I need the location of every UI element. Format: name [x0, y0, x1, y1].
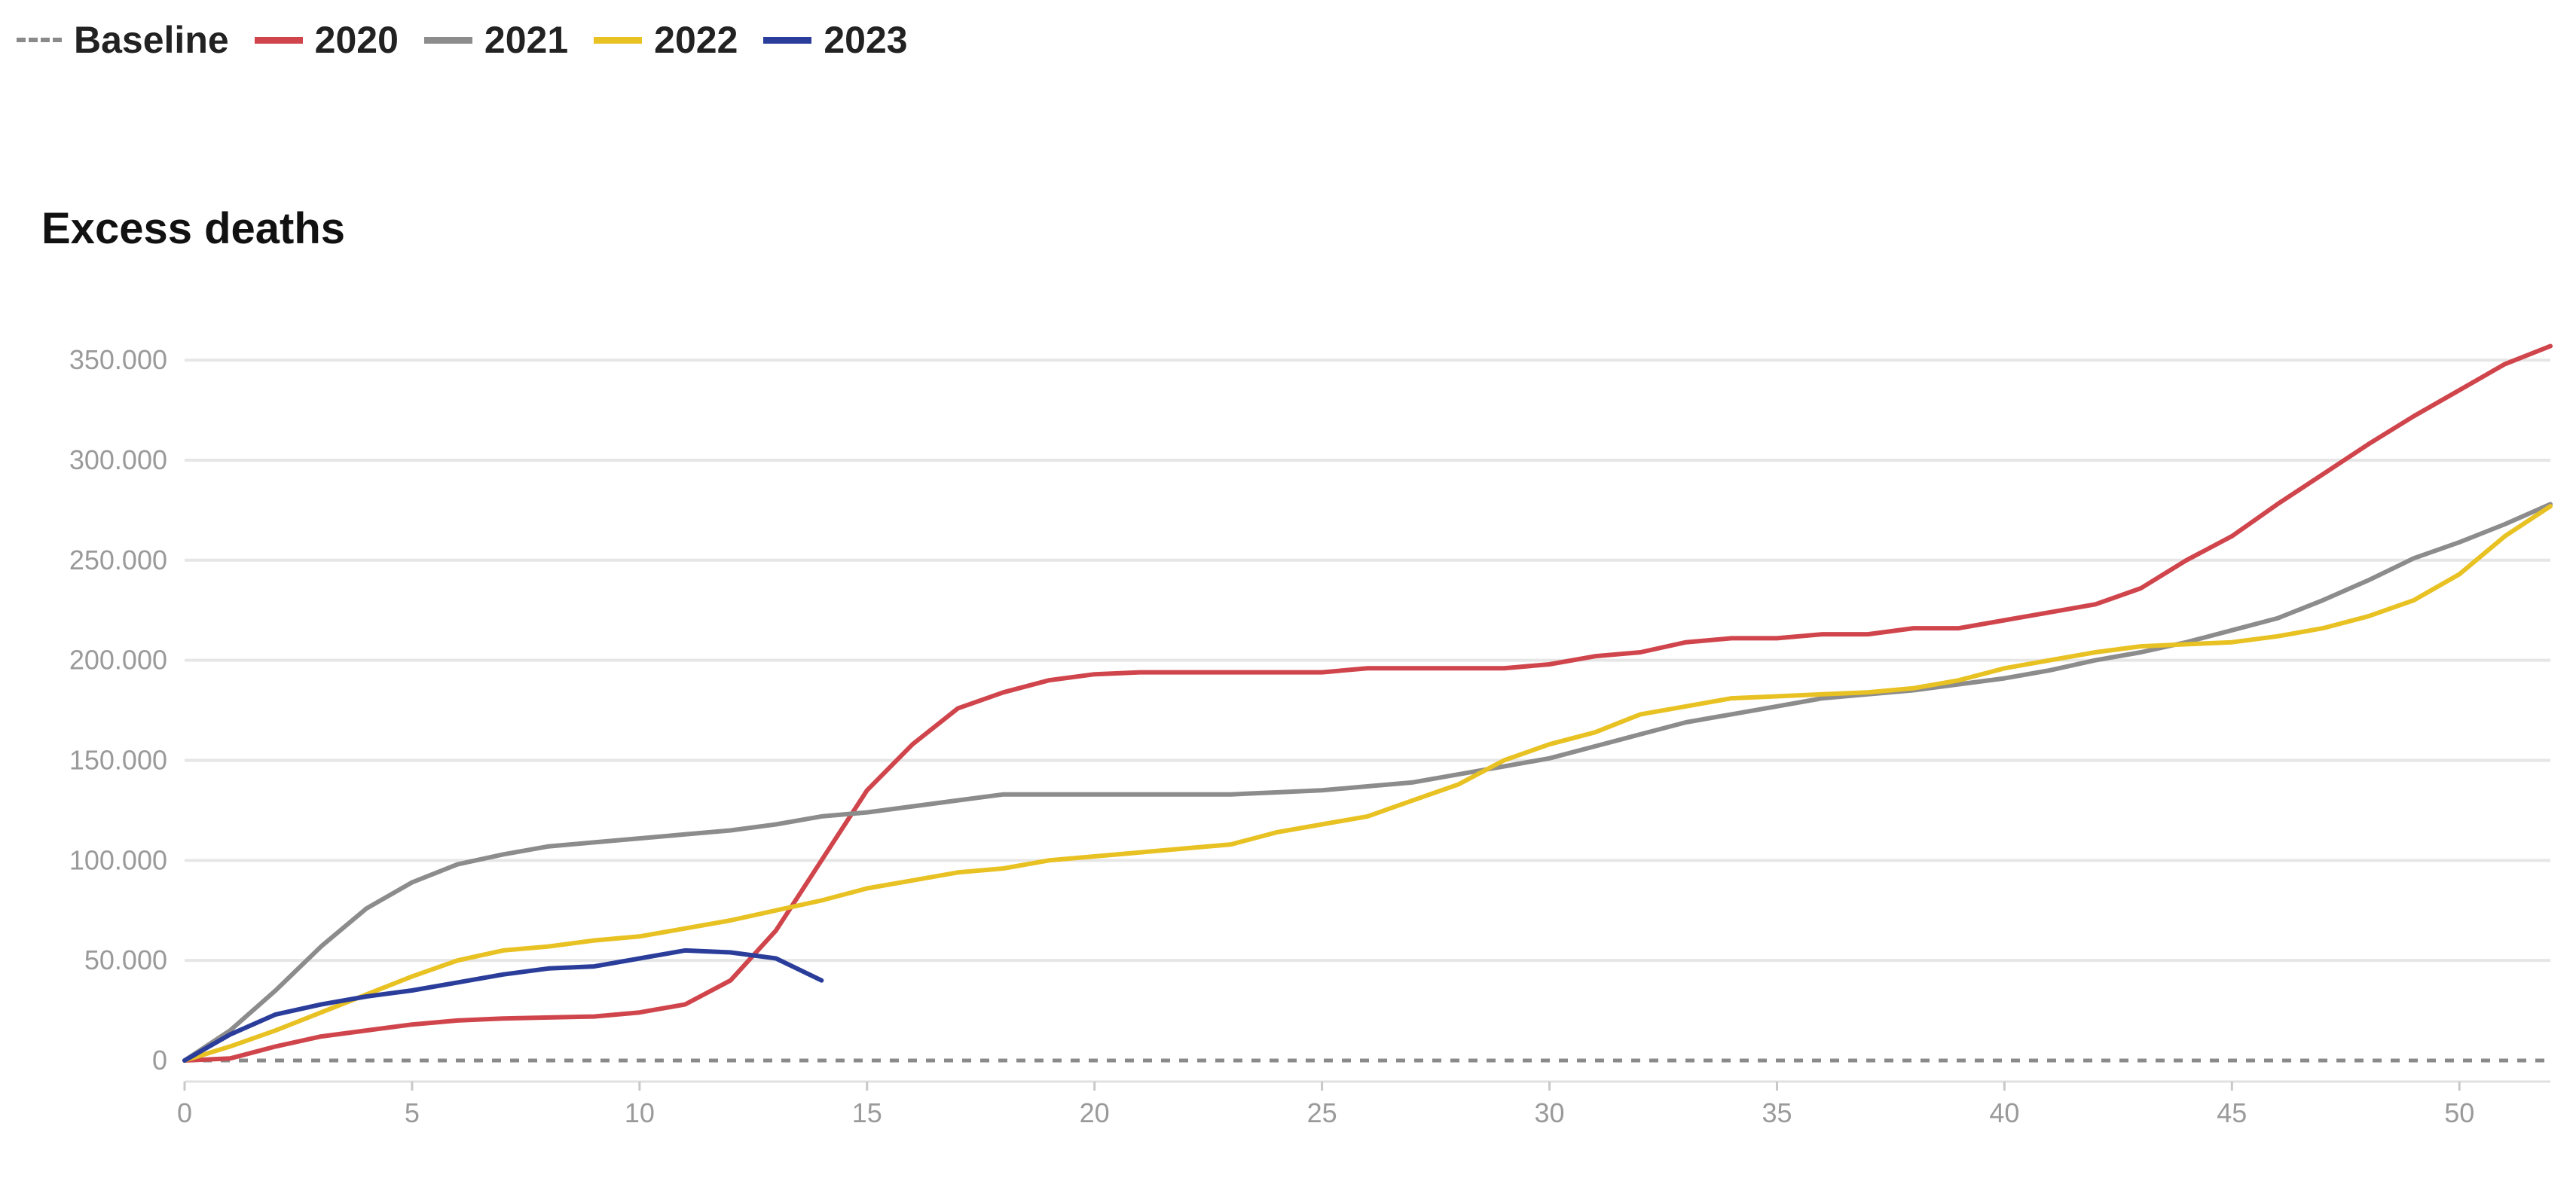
x-tick-label: 50 — [2444, 1097, 2474, 1128]
x-tick-label: 20 — [1080, 1097, 1110, 1128]
legend-item-2020[interactable]: 2020 — [254, 18, 399, 62]
series-line-2022 — [182, 504, 2553, 1063]
chart-legend: Baseline 2020 2021 2022 2023 — [17, 14, 908, 66]
x-tick-label: 40 — [1989, 1097, 2019, 1128]
legend-swatch — [254, 36, 303, 44]
y-tick-label: 50.000 — [84, 944, 167, 975]
x-tick-label: 0 — [177, 1097, 192, 1128]
x-tick-label: 10 — [625, 1097, 655, 1128]
legend-item-2022[interactable]: 2022 — [594, 18, 738, 62]
x-tick-label: 25 — [1307, 1097, 1337, 1128]
y-tick-label: 100.000 — [69, 844, 167, 875]
x-tick-label: 45 — [2217, 1097, 2247, 1128]
legend-item-baseline[interactable]: Baseline — [17, 18, 229, 62]
legend-swatch — [423, 36, 472, 44]
y-tick-label: 0 — [152, 1045, 167, 1076]
legend-swatch — [17, 38, 62, 42]
y-tick-label: 150.000 — [69, 744, 167, 775]
legend-label: 2023 — [824, 19, 908, 61]
x-tick-label: 15 — [852, 1097, 882, 1128]
legend-label: Baseline — [74, 19, 229, 61]
x-tick-label: 30 — [1535, 1097, 1565, 1128]
series-line-2023 — [182, 948, 824, 1063]
legend-label: 2022 — [654, 19, 738, 61]
chart-title: Excess deaths — [41, 204, 346, 253]
series-line-2020 — [182, 343, 2553, 1063]
legend-swatch — [594, 36, 643, 44]
series-line-2021 — [182, 502, 2553, 1063]
legend-label: 2020 — [314, 19, 399, 61]
y-tick-label: 250.000 — [69, 545, 167, 575]
x-tick-label: 35 — [1762, 1097, 1792, 1128]
legend-label: 2021 — [484, 19, 569, 61]
y-tick-label: 350.000 — [69, 344, 167, 375]
y-tick-label: 200.000 — [69, 645, 167, 676]
x-tick-label: 5 — [405, 1097, 420, 1128]
legend-swatch — [763, 36, 812, 44]
legend-item-2021[interactable]: 2021 — [423, 18, 569, 62]
y-tick-label: 300.000 — [69, 444, 167, 475]
legend-item-2023[interactable]: 2023 — [763, 18, 908, 62]
